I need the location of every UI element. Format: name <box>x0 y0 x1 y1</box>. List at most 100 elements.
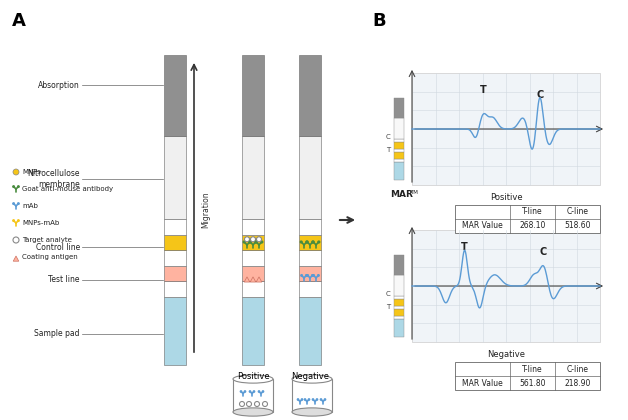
Bar <box>299 235 321 250</box>
Circle shape <box>251 237 256 242</box>
Bar <box>292 379 332 412</box>
Circle shape <box>307 275 308 276</box>
Circle shape <box>320 399 322 400</box>
Circle shape <box>18 220 19 221</box>
Bar <box>164 55 186 136</box>
Text: T-line: T-line <box>522 207 543 216</box>
Circle shape <box>297 399 299 400</box>
Ellipse shape <box>292 408 332 416</box>
Circle shape <box>253 391 254 392</box>
Bar <box>242 219 264 235</box>
Text: MAR: MAR <box>390 190 413 199</box>
Circle shape <box>244 391 246 392</box>
Circle shape <box>258 391 259 392</box>
Text: Test line: Test line <box>48 275 80 284</box>
Text: B: B <box>372 12 386 30</box>
Circle shape <box>241 391 242 392</box>
Text: 218.90: 218.90 <box>565 378 591 388</box>
Bar <box>164 136 186 219</box>
Text: T: T <box>386 304 390 310</box>
Bar <box>242 136 264 219</box>
Circle shape <box>301 399 303 400</box>
Bar <box>242 297 264 365</box>
Circle shape <box>249 241 251 243</box>
Text: MAR Value: MAR Value <box>462 378 503 388</box>
Text: Control line: Control line <box>36 243 80 252</box>
Text: T: T <box>480 85 487 95</box>
Circle shape <box>306 241 308 243</box>
Circle shape <box>243 241 245 243</box>
Circle shape <box>324 399 326 400</box>
Circle shape <box>244 237 249 242</box>
Bar <box>164 235 186 250</box>
Circle shape <box>13 186 14 187</box>
Text: Migration: Migration <box>202 192 210 228</box>
Circle shape <box>301 275 302 276</box>
Bar <box>299 55 321 136</box>
Bar <box>394 142 404 149</box>
Text: Absorption: Absorption <box>38 81 80 90</box>
Text: Negative: Negative <box>487 350 525 359</box>
Text: 268.10: 268.10 <box>519 221 546 231</box>
Ellipse shape <box>292 375 332 383</box>
Circle shape <box>256 241 257 243</box>
Text: MNPs: MNPs <box>22 169 41 175</box>
Bar <box>164 250 186 266</box>
Bar <box>242 281 264 297</box>
Text: A: A <box>12 12 26 30</box>
Circle shape <box>13 220 14 221</box>
Circle shape <box>18 186 19 187</box>
Bar <box>394 299 404 306</box>
Circle shape <box>249 241 251 243</box>
Circle shape <box>313 275 315 276</box>
Circle shape <box>305 399 306 400</box>
Text: T-line: T-line <box>522 365 543 373</box>
Text: C-line: C-line <box>566 207 588 216</box>
Bar <box>412 73 600 185</box>
Bar <box>394 152 404 159</box>
Text: 561.80: 561.80 <box>519 378 546 388</box>
Bar <box>455 205 600 233</box>
Circle shape <box>263 391 264 392</box>
Ellipse shape <box>233 375 273 383</box>
Text: C: C <box>536 89 543 100</box>
Text: Sample pad: Sample pad <box>35 330 80 339</box>
Text: C: C <box>385 291 390 297</box>
Text: 518.60: 518.60 <box>564 221 591 231</box>
Text: Nitrocellulose
membrane: Nitrocellulose membrane <box>28 169 80 189</box>
Bar <box>394 296 404 299</box>
Bar <box>394 139 404 142</box>
Text: MNPs-mAb: MNPs-mAb <box>22 220 59 226</box>
Bar <box>299 297 321 365</box>
Circle shape <box>13 169 19 175</box>
Bar <box>299 219 321 235</box>
Ellipse shape <box>233 408 273 416</box>
Polygon shape <box>256 277 262 282</box>
Circle shape <box>18 203 19 205</box>
Circle shape <box>312 241 314 243</box>
Bar <box>164 266 186 281</box>
Bar <box>299 136 321 219</box>
Bar <box>299 250 321 266</box>
Circle shape <box>239 402 244 407</box>
Text: MAR Value: MAR Value <box>462 221 503 231</box>
Text: C: C <box>540 247 547 257</box>
Text: Positive: Positive <box>237 372 269 381</box>
Bar <box>299 266 321 281</box>
Bar <box>164 297 186 365</box>
Circle shape <box>312 399 313 400</box>
Bar <box>394 306 404 309</box>
Text: mAb: mAb <box>22 203 38 209</box>
Text: Target analyte: Target analyte <box>22 237 72 243</box>
Circle shape <box>312 241 314 243</box>
Circle shape <box>13 237 19 243</box>
Circle shape <box>318 241 320 243</box>
Circle shape <box>247 402 251 407</box>
Bar <box>242 55 264 136</box>
Text: T: T <box>386 147 390 153</box>
Text: Negative: Negative <box>291 372 329 381</box>
Circle shape <box>318 275 319 276</box>
Text: Positive: Positive <box>490 193 522 202</box>
Bar <box>455 362 600 390</box>
Text: TM: TM <box>410 190 418 195</box>
